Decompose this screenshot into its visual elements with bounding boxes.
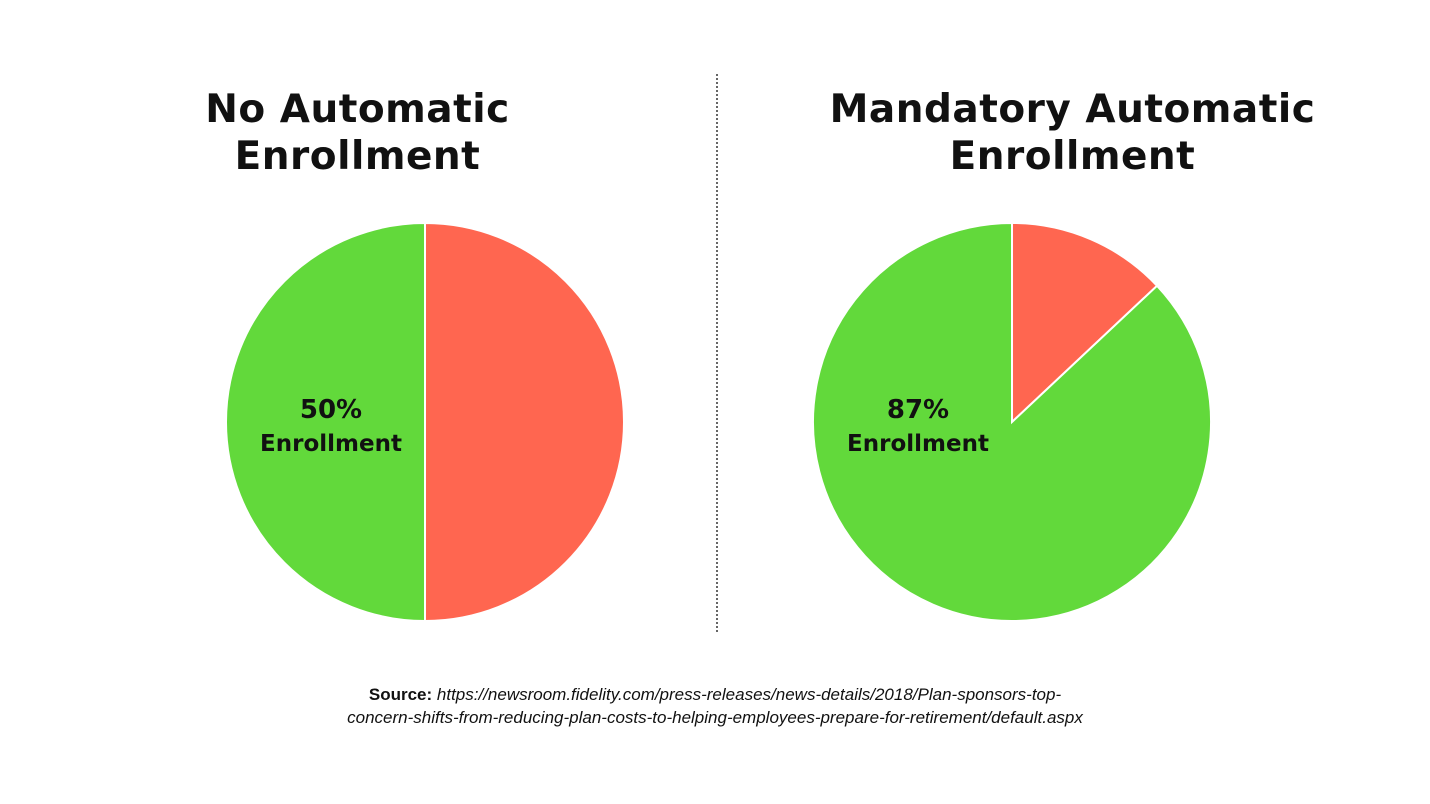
chart-no-automatic-enrollment: No Automatic Enrollment 50% Enrollment <box>0 0 715 660</box>
pie-chart: 87% Enrollment <box>812 221 1212 622</box>
pie-slice-not-enrolled <box>1011 221 1159 425</box>
source-url-line-1[interactable]: https://newsroom.fidelity.com/press-rele… <box>436 685 1062 704</box>
source-url-line-2[interactable]: concern-shifts-from-reducing-plan-costs-… <box>347 708 1083 727</box>
chart-title: Mandatory Automatic Enrollment <box>715 86 1430 180</box>
pie-value-label: 87% <box>887 395 949 425</box>
chart-title-line-1: No Automatic <box>205 87 510 132</box>
pie-slice-enrollment <box>424 221 625 623</box>
pie-slice-label: Enrollment <box>847 431 989 457</box>
dotted-divider <box>716 74 718 632</box>
chart-title-line-2: Enrollment <box>949 134 1196 179</box>
chart-mandatory-automatic-enrollment: Mandatory Automatic Enrollment 87% Enroll… <box>715 0 1430 660</box>
source-label: Source: <box>368 685 433 704</box>
pie-slice-label: Enrollment <box>260 431 402 457</box>
chart-title-line-1: Mandatory Automatic <box>829 87 1316 132</box>
pie-chart: 50% Enrollment <box>225 221 625 623</box>
pie-value-label: 50% <box>300 395 362 425</box>
chart-title-line-2: Enrollment <box>234 134 481 179</box>
chart-title: No Automatic Enrollment <box>0 86 715 180</box>
pie-slice-not-enrolled <box>225 221 426 623</box>
source-citation: Source: https://newsroom.fidelity.com/pr… <box>0 683 1430 729</box>
pie-slice-enrollment <box>812 221 1212 622</box>
